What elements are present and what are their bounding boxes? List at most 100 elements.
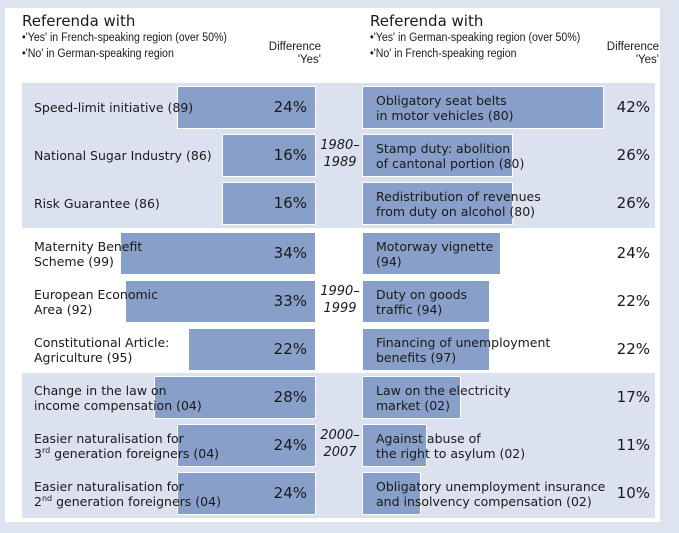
data-label: 11% bbox=[616, 436, 650, 454]
label-line: (94) bbox=[376, 253, 402, 269]
left-header-bullet-yes: 'Yes' in French-speaking region (over 50… bbox=[22, 30, 227, 46]
right-bar-row: Financing of unemployment benefits (97) 22… bbox=[22, 327, 655, 374]
left-header: Referenda with 'Yes' in French-speaking … bbox=[22, 12, 245, 62]
data-label: 22% bbox=[273, 340, 307, 358]
left-header-bullet-no: 'No' in German-speaking region bbox=[22, 46, 227, 62]
left-bar-row: Maternity Benefit Scheme (99) 34% bbox=[22, 231, 655, 278]
period-band: 2000– 2007 Change in the law on income comp… bbox=[22, 373, 655, 518]
label-line: Constitutional Article: bbox=[34, 334, 170, 350]
left-bar-row: Change in the law on income compensation … bbox=[22, 375, 655, 422]
right-bar-row: Against abuse of the right to asylum (02)… bbox=[22, 423, 655, 470]
period-label-line: 1980– bbox=[320, 138, 360, 153]
data-label: 42% bbox=[616, 98, 650, 116]
label-line: Risk Guarantee (86) bbox=[34, 196, 160, 211]
bar-left bbox=[126, 281, 315, 322]
bar-right bbox=[363, 87, 604, 128]
label-line: from duty on alcohol (80) bbox=[376, 203, 536, 219]
right-bar-row: Motorway vignette (94) 24% bbox=[22, 231, 655, 278]
referendum-label: Change in the law on income compensation … bbox=[34, 375, 202, 420]
label-line: Duty on goods bbox=[376, 286, 468, 302]
period-label: 2000– 2007 bbox=[318, 427, 362, 461]
period-label: 1990– 1999 bbox=[318, 283, 362, 317]
label-line: Scheme (99) bbox=[34, 253, 114, 269]
left-bar-row: Easier naturalisation for 2nd generation … bbox=[22, 471, 655, 518]
label-line: European Economic bbox=[34, 286, 159, 302]
referendum-label: Constitutional Article: Agriculture (95) bbox=[34, 327, 169, 372]
referendum-label: Speed-limit initiative (89) bbox=[34, 85, 193, 130]
bar-left bbox=[177, 473, 315, 514]
label-line: income compensation (04) bbox=[34, 397, 202, 413]
right-bar-row: Obligatory seat belts in motor vehicles (… bbox=[22, 85, 655, 132]
ordinal-suffix: nd bbox=[41, 493, 53, 503]
referendum-label: Easier naturalisation for 3rd generation … bbox=[34, 423, 219, 468]
bar-left bbox=[189, 329, 315, 370]
referendum-label: European Economic Area (92) bbox=[34, 279, 158, 324]
bar-left bbox=[177, 87, 315, 128]
referendum-label: Easier naturalisation for 2nd generation … bbox=[34, 471, 221, 516]
referendum-label: Stamp duty: abolition of cantonal portion… bbox=[376, 133, 524, 178]
left-header-title: Referenda with bbox=[22, 12, 136, 30]
label-line: Against abuse of bbox=[376, 430, 481, 446]
data-label: 10% bbox=[616, 484, 650, 502]
period-label-line: 1989 bbox=[323, 155, 357, 170]
referendum-label: National Sugar Industry (86) bbox=[34, 133, 212, 178]
yes-label: 'Yes' bbox=[635, 54, 659, 66]
period-label-line: 2007 bbox=[323, 445, 357, 460]
referendum-label: Against abuse of the right to asylum (02) bbox=[376, 423, 525, 468]
right-header: Referenda with 'Yes' in German-speaking … bbox=[370, 12, 599, 62]
label-line: 3rd generation foreigners (04) bbox=[34, 445, 220, 461]
label-line: National Sugar Industry (86) bbox=[34, 148, 212, 163]
referendum-label: Obligatory unemployment insurance and ins… bbox=[376, 471, 605, 516]
referendum-label: Maternity Benefit Scheme (99) bbox=[34, 231, 142, 276]
data-label: 24% bbox=[273, 484, 307, 502]
referendum-label: Risk Guarantee (86) bbox=[34, 181, 160, 226]
label-line: and insolvency compensation (02) bbox=[376, 493, 592, 509]
label-line: Speed-limit initiative (89) bbox=[34, 100, 194, 115]
left-difference-header: Difference 'Yes' bbox=[241, 41, 321, 67]
right-bar-row: Duty on goods traffic (94) 22% bbox=[22, 279, 655, 326]
label-line: Law on the electricity bbox=[376, 382, 511, 398]
data-label: 33% bbox=[273, 292, 307, 310]
right-bar-row: Redistribution of revenues from duty on a… bbox=[22, 181, 655, 228]
label-line: of cantonal portion (80) bbox=[376, 155, 525, 171]
left-bar-row: Speed-limit initiative (89) 24% bbox=[22, 85, 655, 132]
period-label-line: 1999 bbox=[323, 301, 357, 316]
bar-right bbox=[363, 329, 489, 370]
label-line: 2nd generation foreigners (04) bbox=[34, 493, 221, 509]
label-line: Obligatory unemployment insurance bbox=[376, 478, 606, 494]
bar-right bbox=[363, 281, 489, 322]
label-line: benefits (97) bbox=[376, 349, 457, 365]
label-line: Easier naturalisation for bbox=[34, 478, 184, 494]
bar-left bbox=[177, 425, 315, 466]
bar-left bbox=[223, 183, 315, 224]
left-bar-row: Easier naturalisation for 3rd generation … bbox=[22, 423, 655, 470]
label-line: Area (92) bbox=[34, 301, 93, 317]
data-label: 26% bbox=[616, 146, 650, 164]
left-bar-row: Constitutional Article: Agriculture (95) 2… bbox=[22, 327, 655, 374]
difference-label: Difference bbox=[268, 41, 321, 53]
difference-label: Difference bbox=[606, 41, 659, 53]
referendum-label: Obligatory seat belts in motor vehicles (… bbox=[376, 85, 514, 130]
right-header-bullet-yes: 'Yes' in German-speaking region (over 50… bbox=[370, 30, 581, 46]
right-bar-row: Stamp duty: abolition of cantonal portion… bbox=[22, 133, 655, 180]
referendum-label: Duty on goods traffic (94) bbox=[376, 279, 467, 324]
right-bar-row: Law on the electricity market (02) 17% bbox=[22, 375, 655, 422]
right-difference-header: Difference 'Yes' bbox=[579, 41, 659, 67]
bar-right bbox=[363, 473, 421, 514]
right-header-bullet-no: 'No' in French-speaking region bbox=[370, 46, 580, 62]
period-label: 1980– 1989 bbox=[318, 137, 362, 171]
period-band: 1990– 1999 Maternity Benefit Scheme (99) 34%… bbox=[22, 229, 655, 374]
referendum-label: Financing of unemployment benefits (97) bbox=[376, 327, 550, 372]
label-line: traffic (94) bbox=[376, 301, 443, 317]
period-label-line: 1990– bbox=[320, 284, 360, 299]
bar-right bbox=[363, 183, 512, 224]
referendum-label: Law on the electricity market (02) bbox=[376, 375, 511, 420]
label-line: Agriculture (95) bbox=[34, 349, 133, 365]
data-label: 17% bbox=[616, 388, 650, 406]
left-bar-row: Risk Guarantee (86) 16% bbox=[22, 181, 655, 228]
bar-right bbox=[363, 377, 461, 418]
data-label: 22% bbox=[616, 340, 650, 358]
bar-left bbox=[223, 135, 315, 176]
label-line: Maternity Benefit bbox=[34, 238, 143, 254]
label-line: in motor vehicles (80) bbox=[376, 107, 514, 123]
